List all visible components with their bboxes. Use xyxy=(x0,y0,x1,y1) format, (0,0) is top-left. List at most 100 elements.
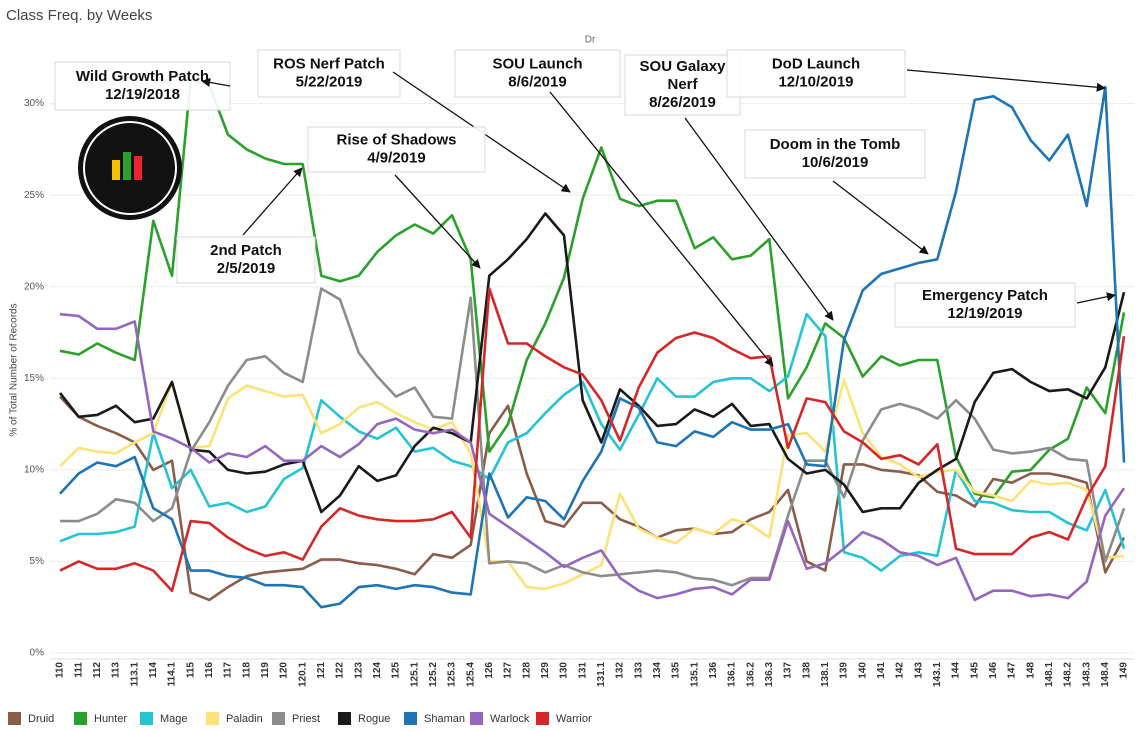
annotation-text: 4/9/2019 xyxy=(367,149,425,166)
annotation-text: Doom in the Tomb xyxy=(770,136,901,153)
y-tick-label: 10% xyxy=(24,465,44,476)
x-tick-label: 133 xyxy=(633,662,644,679)
x-tick-label: 135.1 xyxy=(689,662,700,687)
x-tick-label: 138.1 xyxy=(820,662,831,687)
logo xyxy=(78,116,182,220)
x-tick-label: 117 xyxy=(223,662,234,679)
annotation-text: 5/22/2019 xyxy=(296,73,363,90)
legend-swatch xyxy=(272,712,285,725)
legend-swatch xyxy=(536,712,549,725)
x-tick-label: 142 xyxy=(895,662,906,679)
legend-label: Warrior xyxy=(556,713,592,725)
legend-label: Paladin xyxy=(226,713,263,725)
annotation-text: ROS Nerf Patch xyxy=(273,55,385,72)
annotation-box xyxy=(726,49,906,98)
y-tick-label: 30% xyxy=(24,98,44,109)
x-tick-label: 147 xyxy=(1007,662,1018,679)
x-tick-label: 114 xyxy=(148,662,159,679)
annotation-box xyxy=(257,49,401,98)
annotation-arrow xyxy=(394,174,481,269)
x-tick-label: 116 xyxy=(204,662,215,679)
annotation-box xyxy=(744,129,926,179)
grid: 0% 5% 10% 15% 20% 25% 30% 110 111 112 113 113.1 114 1… xyxy=(24,98,1134,687)
x-tick-label: 149 xyxy=(1119,662,1130,679)
annotation-arrow xyxy=(242,167,303,236)
series-line xyxy=(59,378,1125,591)
y-tick-label: 20% xyxy=(24,281,44,292)
legend-swatch xyxy=(338,712,351,725)
y-tick-label: 25% xyxy=(24,190,44,201)
x-tick-label: 123 xyxy=(353,662,364,679)
annotation-text: Rise of Shadows xyxy=(336,131,456,148)
x-tick-label: 136.2 xyxy=(745,662,756,687)
legend-label: Hunter xyxy=(94,713,127,725)
x-tick-label: 138 xyxy=(801,662,812,679)
x-tick-label: 135 xyxy=(671,662,682,679)
annotation-box xyxy=(176,236,316,284)
x-tick-label: 145 xyxy=(969,662,980,679)
header-label: Dr xyxy=(585,35,596,46)
annotation-text: 2nd Patch xyxy=(210,242,282,259)
x-tick-label: 113.1 xyxy=(129,662,140,687)
annotation-text: SOU Launch xyxy=(492,55,582,72)
x-tick-label: 143 xyxy=(913,662,924,679)
x-tick-label: 122 xyxy=(335,662,346,679)
x-tick-label: 148 xyxy=(1025,662,1036,679)
annotation-text: 12/19/2018 xyxy=(105,86,180,103)
x-tick-label: 137 xyxy=(783,662,794,679)
x-tick-label: 131 xyxy=(577,662,588,679)
legend-swatch xyxy=(206,712,219,725)
x-tick-label: 127 xyxy=(503,662,514,679)
legend-label: Druid xyxy=(28,713,54,725)
annotation-box xyxy=(624,54,741,116)
x-tick-label: 148.3 xyxy=(1081,662,1092,687)
legend-label: Mage xyxy=(160,713,188,725)
annotation-text: 8/6/2019 xyxy=(508,73,566,90)
x-tick-label: 120 xyxy=(279,662,290,679)
legend-label: Shaman xyxy=(424,713,465,725)
annotation-text: DoD Launch xyxy=(772,55,860,72)
series-line xyxy=(60,287,1126,587)
legend-swatch xyxy=(8,712,21,725)
x-tick-label: 124 xyxy=(372,662,383,679)
x-tick-label: 111 xyxy=(73,662,84,678)
x-tick-label: 119 xyxy=(260,662,271,679)
y-axis-label: % of Total Number of Records xyxy=(9,303,20,436)
x-tick-label: 129 xyxy=(540,662,551,679)
x-tick-label: 113 xyxy=(111,662,122,679)
y-tick-label: 15% xyxy=(24,373,44,384)
legend-label: Warlock xyxy=(490,713,530,725)
x-tick-label: 120.1 xyxy=(297,662,308,687)
series-line xyxy=(59,312,1126,602)
annotation-arrow xyxy=(684,117,834,321)
x-tick-label: 130 xyxy=(559,662,570,679)
x-tick-label: 136.3 xyxy=(764,662,775,687)
y-tick-label: 5% xyxy=(30,556,45,567)
x-tick-label: 121 xyxy=(316,662,327,679)
annotation-box xyxy=(307,126,486,173)
legend-swatch xyxy=(74,712,87,725)
annotation-text: Emergency Patch xyxy=(922,287,1048,304)
x-tick-label: 125.2 xyxy=(428,662,439,687)
legend-swatch xyxy=(470,712,483,725)
y-tick-label: 0% xyxy=(30,648,45,659)
x-tick-label: 143.1 xyxy=(932,662,943,687)
series-line xyxy=(59,312,1126,572)
x-tick-label: 115 xyxy=(185,662,196,679)
lines xyxy=(58,78,1126,609)
legend-swatch xyxy=(404,712,417,725)
x-tick-label: 118 xyxy=(241,662,252,679)
x-tick-label: 125.4 xyxy=(465,662,476,687)
annotation-text: SOU Galaxy xyxy=(640,58,727,75)
series-line xyxy=(59,85,1126,609)
x-tick-label: 139 xyxy=(839,662,850,679)
x-tick-label: 125 xyxy=(391,662,402,679)
annotation-box xyxy=(894,282,1076,328)
x-tick-label: 131.1 xyxy=(596,662,607,687)
annotation-arrow xyxy=(201,77,231,87)
series-line xyxy=(58,212,1126,514)
x-tick-label: 134 xyxy=(652,662,663,679)
